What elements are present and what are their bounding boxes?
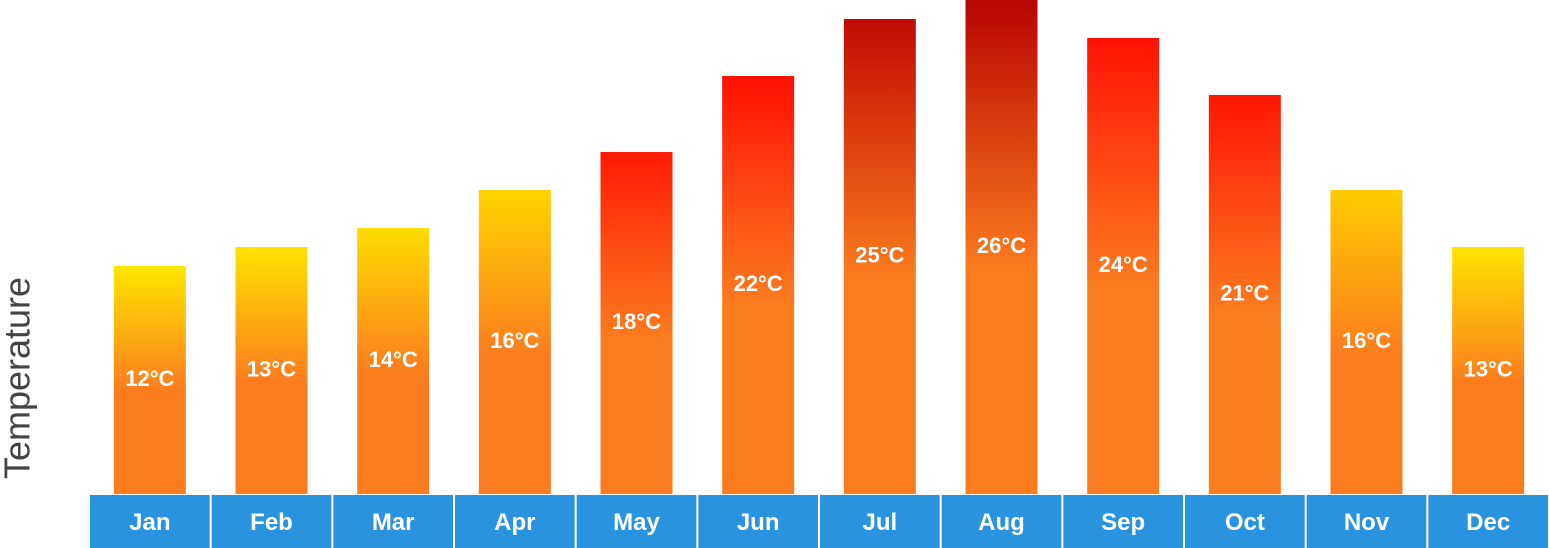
x-axis-cell [333,495,453,548]
value-label: 13°C [247,356,296,381]
x-axis-cell [941,495,1062,548]
x-axis-cell [455,495,575,548]
x-tick-label: Jul [862,509,897,536]
x-tick-label: Mar [372,509,415,536]
value-label: 26°C [977,233,1026,258]
bar [722,76,795,494]
value-label: 18°C [612,309,661,334]
x-axis-cell [1185,495,1305,548]
x-tick-label: Nov [1344,509,1390,536]
x-tick-label: Jun [737,509,780,536]
value-label: 13°C [1464,356,1513,381]
bar [965,0,1038,494]
value-label: 16°C [1342,328,1391,353]
value-label: 14°C [369,347,418,372]
x-axis-cell [698,495,818,548]
bar [1208,95,1281,494]
value-label: 12°C [125,366,174,391]
x-axis-cell [1306,495,1427,548]
x-tick-label: Feb [250,509,293,536]
value-label: 16°C [490,328,539,353]
bar [478,190,551,494]
value-label: 25°C [855,242,904,267]
bar [1330,190,1403,494]
y-axis-label: Temperature [0,277,38,479]
x-axis-cell [820,495,940,548]
x-tick-label: Oct [1225,509,1265,536]
value-label: 22°C [734,271,783,296]
x-axis-cell [90,495,210,548]
x-tick-label: Dec [1466,509,1510,536]
bar [357,228,430,494]
x-axis-cell [1063,495,1183,548]
bar [843,19,916,494]
x-tick-label: Jan [129,509,170,536]
x-tick-label: Aug [978,509,1025,536]
x-tick-label: May [613,509,660,536]
bar [235,247,308,494]
bar [1087,38,1160,494]
value-label: 21°C [1220,280,1269,305]
bar [113,266,186,494]
x-axis-cell [211,495,332,548]
x-tick-label: Apr [494,509,535,536]
x-tick-label: Sep [1101,509,1145,536]
x-axis-cell [1428,495,1548,548]
x-axis-cell [576,495,697,548]
value-label: 24°C [1099,252,1148,277]
bar [1452,247,1525,494]
bar [600,152,673,494]
